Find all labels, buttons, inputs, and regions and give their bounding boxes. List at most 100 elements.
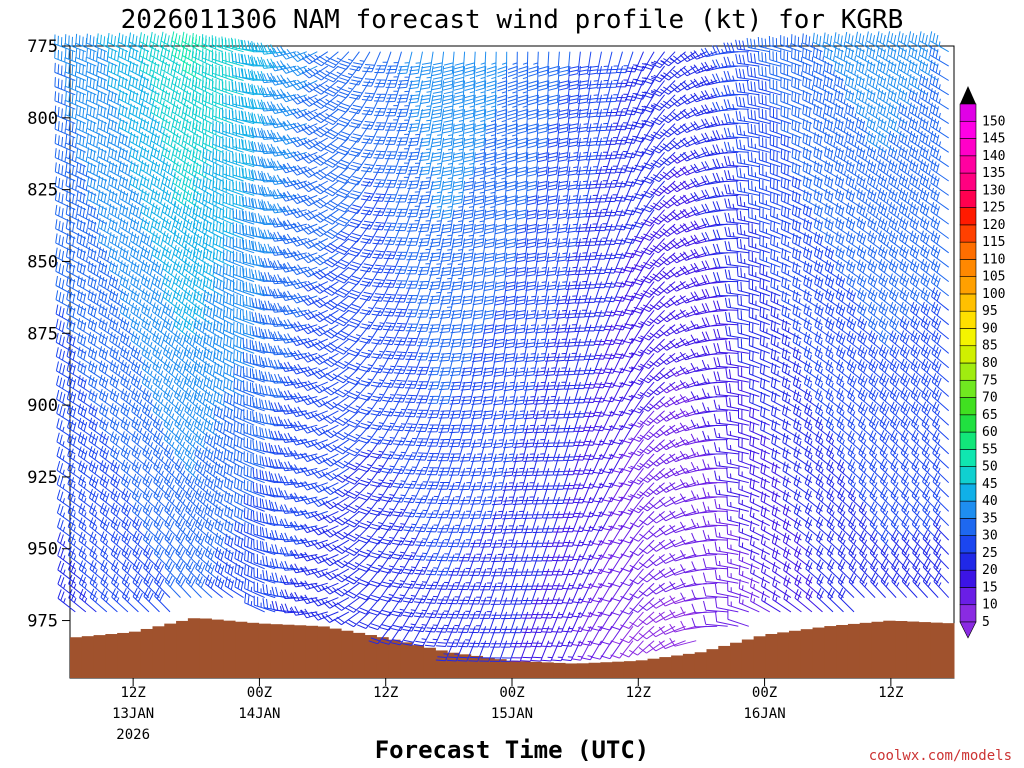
wind-barb bbox=[201, 48, 223, 67]
wind-barb bbox=[270, 402, 297, 412]
wind-barb bbox=[346, 381, 371, 400]
wind-barb bbox=[610, 611, 634, 631]
wind-barb bbox=[877, 187, 897, 211]
wind-barb bbox=[162, 316, 181, 340]
wind-barb bbox=[669, 295, 697, 306]
wind-barb bbox=[901, 501, 918, 527]
wind-barb bbox=[802, 104, 823, 125]
wind-barb bbox=[761, 590, 781, 613]
wind-barb bbox=[88, 446, 108, 469]
wind-barb bbox=[504, 295, 518, 320]
wind-barb bbox=[517, 109, 529, 135]
wind-barb bbox=[141, 316, 160, 340]
wind-barb bbox=[503, 353, 518, 377]
wind-barb bbox=[279, 262, 307, 273]
wind-barb bbox=[669, 496, 697, 505]
wind-barb bbox=[119, 331, 139, 354]
wind-barb bbox=[223, 334, 244, 354]
wind-barb bbox=[269, 203, 297, 214]
wind-barb bbox=[260, 300, 286, 311]
wind-barb bbox=[447, 597, 466, 619]
wind-barb bbox=[919, 187, 939, 211]
wind-barb bbox=[759, 349, 781, 369]
wind-barb bbox=[420, 51, 434, 76]
wind-barb bbox=[161, 202, 181, 225]
wind-barb bbox=[691, 575, 718, 585]
wind-barb bbox=[587, 80, 602, 104]
wind-barb bbox=[427, 425, 445, 447]
colorbar-swatch bbox=[959, 518, 977, 536]
wind-barb bbox=[66, 332, 87, 354]
wind-barb bbox=[181, 46, 202, 67]
wind-barb bbox=[371, 324, 392, 345]
wind-barb bbox=[576, 209, 592, 233]
wind-barb bbox=[183, 359, 202, 383]
wind-barb bbox=[382, 367, 402, 388]
wind-barb bbox=[493, 310, 508, 335]
wind-barb bbox=[515, 209, 529, 235]
wind-barb bbox=[426, 496, 445, 519]
wind-barb bbox=[88, 474, 108, 498]
wind-barb bbox=[463, 137, 476, 163]
wind-barb bbox=[360, 195, 381, 216]
colorbar-min-arrow bbox=[959, 621, 977, 639]
wind-barb bbox=[140, 274, 160, 297]
wind-barb bbox=[97, 203, 118, 225]
wind-barb bbox=[561, 626, 581, 647]
wind-barb bbox=[184, 458, 202, 484]
wind-barb bbox=[506, 166, 518, 192]
wind-barb bbox=[918, 31, 939, 53]
wind-barb bbox=[624, 80, 644, 101]
wind-barb bbox=[392, 439, 413, 460]
terrain-step bbox=[753, 636, 766, 678]
wind-barb bbox=[846, 259, 865, 283]
wind-barb bbox=[577, 137, 592, 162]
wind-barb bbox=[604, 223, 623, 245]
wind-barb bbox=[140, 174, 160, 196]
wind-barb bbox=[494, 267, 508, 292]
wind-barb bbox=[471, 353, 487, 377]
wind-barb bbox=[142, 459, 160, 484]
wind-barb bbox=[491, 525, 508, 548]
wind-barb bbox=[500, 640, 518, 662]
wind-barb bbox=[140, 202, 160, 225]
wind-barb bbox=[270, 444, 297, 455]
wind-barb bbox=[669, 553, 697, 562]
wind-barb bbox=[867, 244, 886, 268]
wind-barb bbox=[897, 73, 918, 96]
wind-barb bbox=[759, 335, 781, 354]
wind-barb bbox=[100, 574, 118, 598]
colorbar-label: 150 bbox=[982, 114, 1005, 129]
wind-barb bbox=[129, 146, 150, 168]
wind-barb bbox=[349, 94, 371, 115]
wind-barb bbox=[723, 56, 749, 67]
wind-barb bbox=[301, 223, 329, 235]
wind-barb bbox=[118, 75, 139, 96]
wind-barb bbox=[67, 446, 87, 469]
wind-barb bbox=[243, 536, 265, 555]
wind-barb bbox=[898, 145, 918, 168]
colorbar-label: 135 bbox=[982, 166, 1005, 181]
wind-barb bbox=[232, 165, 255, 182]
wind-barb bbox=[855, 45, 876, 67]
wind-barb bbox=[898, 102, 918, 125]
wind-barb bbox=[441, 137, 455, 162]
wind-barb bbox=[533, 410, 550, 434]
wind-barb bbox=[161, 74, 181, 96]
wind-barb bbox=[633, 108, 655, 129]
wind-barb bbox=[290, 591, 318, 602]
wind-barb bbox=[345, 611, 371, 628]
wind-barb bbox=[548, 66, 560, 91]
wind-barb bbox=[858, 487, 876, 512]
wind-barb bbox=[425, 597, 445, 619]
wind-barb bbox=[381, 468, 402, 488]
wind-barb bbox=[448, 439, 466, 462]
wind-barb bbox=[557, 152, 571, 177]
wind-barb bbox=[702, 529, 728, 541]
wind-barb bbox=[899, 244, 918, 268]
wind-barb bbox=[622, 281, 644, 301]
wind-barb bbox=[492, 425, 508, 449]
wind-barb bbox=[453, 109, 466, 134]
wind-barb bbox=[163, 373, 181, 397]
wind-barb bbox=[485, 109, 497, 135]
